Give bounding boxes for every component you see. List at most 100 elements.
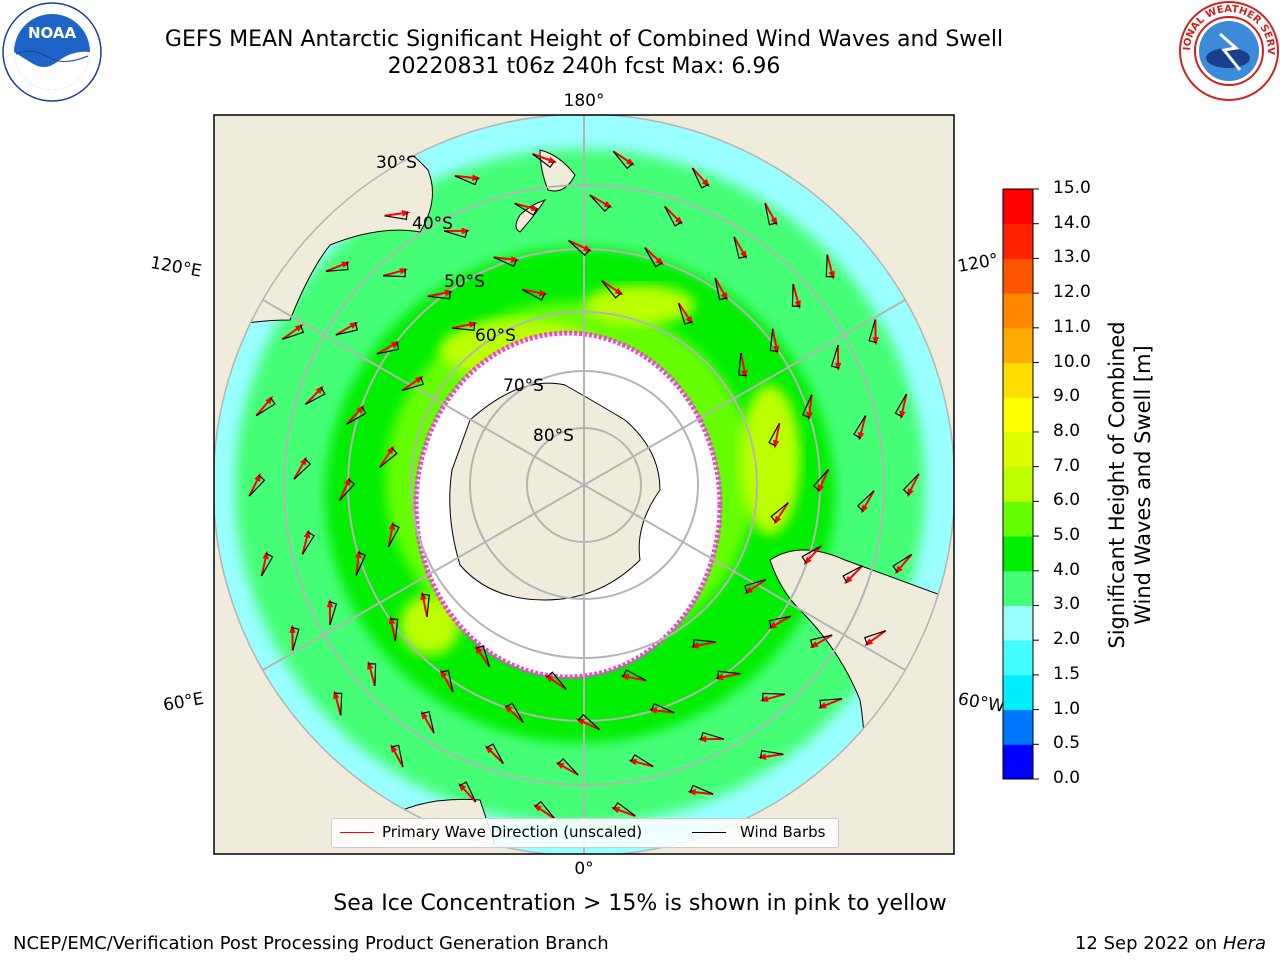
- noaa-logo: NOAA: [2, 2, 102, 102]
- lon-label-60w: 60°W: [956, 689, 1006, 717]
- map-frame: [213, 114, 955, 855]
- wave-direction-arrow: [454, 174, 475, 179]
- colorbar-tick-label: 11.0: [1053, 316, 1091, 337]
- colorbar-tick-label: 0.5: [1053, 733, 1081, 754]
- wave-direction-arrow: [281, 326, 300, 341]
- wave-direction-arrow: [696, 640, 717, 647]
- colorbar-segment: [1003, 327, 1033, 364]
- wave-direction-arrow: [625, 675, 646, 682]
- wind-barb: [383, 268, 406, 278]
- wind-barb: [769, 328, 779, 352]
- wave-direction-arrowhead: [648, 707, 658, 714]
- wave-direction-arrow: [808, 394, 813, 415]
- wind-barb: [452, 322, 476, 331]
- wave-direction-arrow: [355, 555, 360, 576]
- wave-direction-arrowhead: [468, 321, 478, 328]
- wind-barb: [355, 551, 367, 576]
- wind-barb: [612, 150, 634, 170]
- wave-direction-arrow: [589, 194, 608, 206]
- colorbar-segment: [1003, 674, 1033, 711]
- colorbar-tick-label: 5.0: [1053, 525, 1081, 546]
- colorbar-tick-label: 1.5: [1053, 663, 1081, 684]
- wave-direction-arrow: [819, 469, 830, 489]
- wind-barb: [282, 324, 305, 340]
- colorbar-segment: [1003, 605, 1033, 641]
- wave-direction-arrow: [382, 269, 403, 277]
- colorbar-segment: [1003, 466, 1033, 502]
- wave-direction-arrow: [255, 399, 271, 417]
- wave-direction-arrow: [748, 578, 767, 592]
- wave-direction-arrowhead: [872, 337, 879, 346]
- wave-direction-arrow: [304, 389, 321, 406]
- wave-direction-arrow: [451, 323, 472, 330]
- wave-direction-arrow: [859, 415, 867, 436]
- latitude-labels: 30°S 40°S 50°S 60°S 70°S 80°S: [376, 153, 574, 446]
- wave-direction-arrowhead: [757, 753, 767, 760]
- wind-barb: [863, 630, 886, 646]
- wave-direction-arrow: [368, 666, 376, 687]
- wave-direction-arrowhead: [341, 261, 351, 268]
- wind-barb: [768, 615, 792, 629]
- wave-direction-arrow: [378, 450, 392, 468]
- wave-direction-arrow: [654, 709, 675, 714]
- wave-direction-arrowhead: [794, 300, 801, 310]
- wind-barb: [902, 473, 920, 496]
- wind-barb: [812, 469, 829, 492]
- wave-direction-arrowhead: [857, 431, 865, 441]
- wind-barb: [764, 203, 778, 226]
- wind-barb: [768, 422, 780, 447]
- wave-direction-arrow: [774, 423, 781, 444]
- lon-label-60e: 60°E: [162, 689, 206, 716]
- wave-direction-arrowhead: [697, 735, 707, 743]
- wave-direction-arrow: [847, 564, 864, 581]
- wave-direction-arrowhead: [420, 591, 427, 601]
- wind-barb-legend-label: Wind Barbs: [740, 823, 826, 841]
- wave-direction-arrow: [461, 786, 477, 803]
- wave-height-field: [214, 115, 954, 854]
- colorbar-segment: [1003, 640, 1033, 676]
- wave-direction-arrowhead: [741, 369, 748, 379]
- wave-direction-arrow: [771, 328, 778, 349]
- wind-barb: [384, 211, 409, 221]
- wind-barb: [389, 618, 399, 642]
- wind-barb: [809, 634, 833, 648]
- wave-direction-arrowhead: [687, 789, 696, 796]
- wave-direction-arrow: [293, 461, 305, 480]
- wave-direction-arrow: [677, 302, 691, 321]
- wave-direction-arrow: [427, 291, 448, 298]
- wave-direction-arrowhead: [461, 227, 471, 235]
- wind-barb: [367, 663, 377, 686]
- chart-title: GEFS MEAN Antarctic Significant Height o…: [164, 27, 1004, 52]
- wave-direction-arrow: [823, 697, 843, 708]
- wave-direction-arrow: [376, 343, 396, 355]
- colorbar-tick-label: 6.0: [1053, 490, 1081, 511]
- wind-barb: [589, 194, 611, 213]
- wind-barb: [856, 490, 875, 512]
- colorbar-tick-label: 7.0: [1053, 455, 1081, 476]
- wave-direction-arrow: [423, 715, 435, 734]
- wind-barb: [454, 175, 479, 186]
- date-text: 12 Sep 2022 on Hera: [1074, 933, 1266, 954]
- wind-barb: [376, 341, 400, 355]
- wave-direction-arrow: [301, 534, 309, 555]
- wave-direction-arrow: [868, 629, 887, 644]
- wave-direction-arrow: [422, 597, 429, 618]
- wind-barb: [475, 645, 491, 668]
- wave-direction-arrow: [522, 288, 543, 295]
- wave-direction-arrow: [493, 256, 514, 261]
- wind-barb: [261, 552, 274, 577]
- wind-barb: [557, 757, 579, 776]
- wind-barb: [485, 743, 504, 764]
- wind-barb: [379, 446, 398, 468]
- colorbar-segment: [1003, 189, 1033, 225]
- wave-direction-arrowhead: [628, 758, 638, 766]
- wind-barb: [791, 284, 801, 307]
- lon-label-0: 0°: [574, 859, 593, 879]
- wind-barb: [842, 565, 863, 584]
- colorbar-tick-label: 8.0: [1053, 420, 1081, 441]
- wave-direction-arrow: [763, 753, 784, 758]
- colorbar-tick-label: 3.0: [1053, 594, 1081, 615]
- wind-barb: [714, 277, 728, 301]
- wind-barb: [644, 247, 663, 268]
- wave-direction-arrowhead: [326, 598, 334, 608]
